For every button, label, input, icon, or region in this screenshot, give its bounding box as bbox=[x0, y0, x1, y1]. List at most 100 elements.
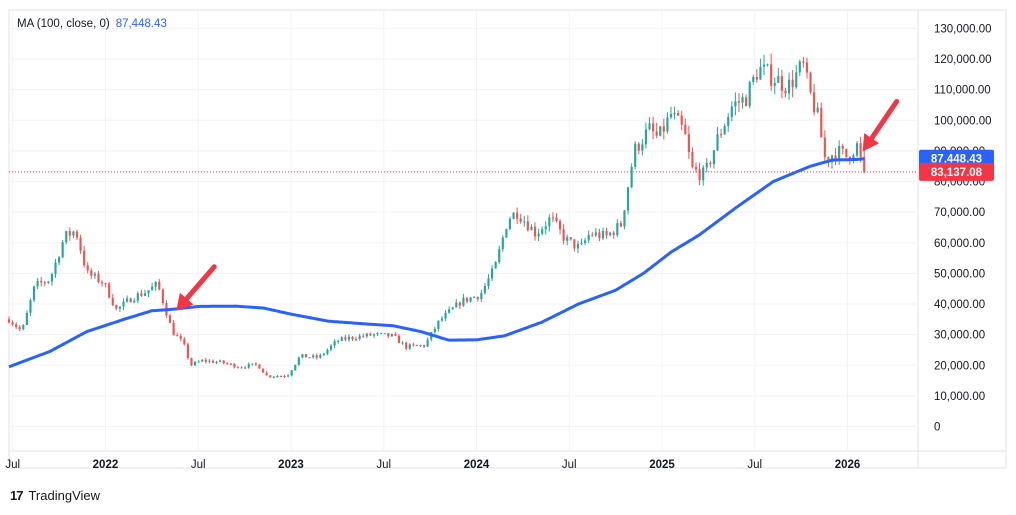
candle[interactable] bbox=[752, 76, 755, 82]
candle[interactable] bbox=[523, 221, 526, 223]
candle[interactable] bbox=[659, 126, 662, 136]
candle[interactable] bbox=[136, 293, 139, 301]
candle[interactable] bbox=[548, 217, 551, 227]
candle[interactable] bbox=[573, 239, 576, 249]
candle[interactable] bbox=[283, 376, 286, 378]
candle[interactable] bbox=[329, 345, 333, 350]
candle[interactable] bbox=[308, 357, 311, 359]
candle[interactable] bbox=[473, 296, 476, 298]
candle[interactable] bbox=[462, 297, 465, 306]
candle[interactable] bbox=[823, 137, 826, 158]
candle[interactable] bbox=[458, 302, 461, 306]
candle[interactable] bbox=[244, 367, 247, 369]
candle[interactable] bbox=[58, 257, 61, 263]
candle[interactable] bbox=[397, 335, 401, 344]
candle[interactable] bbox=[258, 364, 261, 369]
candle[interactable] bbox=[147, 290, 150, 294]
candle[interactable] bbox=[741, 97, 744, 103]
candle[interactable] bbox=[365, 333, 368, 337]
candle[interactable] bbox=[376, 333, 379, 335]
candle[interactable] bbox=[79, 237, 82, 251]
candle[interactable] bbox=[140, 293, 143, 296]
candle[interactable] bbox=[118, 306, 121, 309]
candle[interactable] bbox=[172, 322, 175, 336]
candle[interactable] bbox=[43, 282, 46, 284]
candle[interactable] bbox=[737, 101, 741, 103]
candle[interactable] bbox=[691, 151, 694, 167]
candle[interactable] bbox=[644, 129, 648, 145]
candle[interactable] bbox=[408, 344, 411, 349]
candle[interactable] bbox=[122, 301, 125, 307]
candle[interactable] bbox=[841, 145, 844, 149]
candle[interactable] bbox=[208, 360, 211, 362]
candle[interactable] bbox=[215, 361, 218, 363]
candle[interactable] bbox=[855, 143, 859, 156]
candle[interactable] bbox=[54, 262, 57, 275]
candle[interactable] bbox=[158, 281, 161, 290]
candle[interactable] bbox=[544, 226, 547, 230]
candle[interactable] bbox=[601, 231, 605, 239]
candle[interactable] bbox=[219, 360, 222, 362]
candle[interactable] bbox=[390, 333, 393, 337]
candle[interactable] bbox=[648, 123, 651, 130]
candle[interactable] bbox=[598, 232, 601, 239]
candle[interactable] bbox=[65, 231, 68, 243]
candle[interactable] bbox=[93, 273, 96, 276]
candle[interactable] bbox=[465, 297, 469, 302]
candle[interactable] bbox=[845, 148, 848, 157]
tradingview-branding[interactable]: 17 TradingView bbox=[10, 488, 100, 503]
candle[interactable] bbox=[816, 107, 819, 113]
candle[interactable] bbox=[179, 335, 182, 339]
candle[interactable] bbox=[516, 212, 519, 219]
candle[interactable] bbox=[784, 90, 787, 94]
candle[interactable] bbox=[723, 126, 726, 135]
candle[interactable] bbox=[115, 305, 118, 309]
candle[interactable] bbox=[795, 72, 798, 88]
candle[interactable] bbox=[129, 298, 132, 303]
candle[interactable] bbox=[487, 278, 490, 286]
candle[interactable] bbox=[265, 372, 268, 376]
candle[interactable] bbox=[798, 61, 801, 73]
candle[interactable] bbox=[190, 357, 193, 366]
candle[interactable] bbox=[820, 107, 823, 138]
candle[interactable] bbox=[380, 333, 383, 335]
candle[interactable] bbox=[719, 134, 723, 136]
candle[interactable] bbox=[451, 307, 454, 310]
candle[interactable] bbox=[448, 309, 451, 313]
candle[interactable] bbox=[154, 281, 157, 287]
candle[interactable] bbox=[444, 312, 447, 319]
candle[interactable] bbox=[838, 145, 841, 160]
candle[interactable] bbox=[168, 315, 172, 323]
candle[interactable] bbox=[680, 115, 683, 125]
candle[interactable] bbox=[294, 364, 297, 371]
candle[interactable] bbox=[626, 187, 630, 211]
candle[interactable] bbox=[15, 324, 18, 328]
candle[interactable] bbox=[86, 265, 89, 271]
candle[interactable] bbox=[558, 220, 562, 230]
candle[interactable] bbox=[791, 79, 794, 88]
candle[interactable] bbox=[405, 342, 408, 349]
candle[interactable] bbox=[619, 223, 622, 227]
candle[interactable] bbox=[279, 376, 283, 378]
candle[interactable] bbox=[40, 280, 43, 283]
candle[interactable] bbox=[415, 344, 418, 346]
candle[interactable] bbox=[777, 76, 780, 83]
candle[interactable] bbox=[355, 338, 358, 340]
candle[interactable] bbox=[652, 123, 655, 132]
candle[interactable] bbox=[609, 232, 612, 236]
candle[interactable] bbox=[36, 280, 39, 287]
candle[interactable] bbox=[501, 237, 504, 250]
candle[interactable] bbox=[75, 231, 79, 238]
candle[interactable] bbox=[669, 114, 673, 118]
candle[interactable] bbox=[394, 333, 397, 336]
candle[interactable] bbox=[576, 244, 580, 249]
candle[interactable] bbox=[766, 64, 769, 66]
candle[interactable] bbox=[498, 249, 501, 263]
candle[interactable] bbox=[809, 72, 812, 93]
candle[interactable] bbox=[90, 270, 93, 276]
candle[interactable] bbox=[533, 226, 537, 237]
candle[interactable] bbox=[61, 242, 64, 258]
candle[interactable] bbox=[261, 368, 265, 373]
candle[interactable] bbox=[630, 166, 633, 188]
